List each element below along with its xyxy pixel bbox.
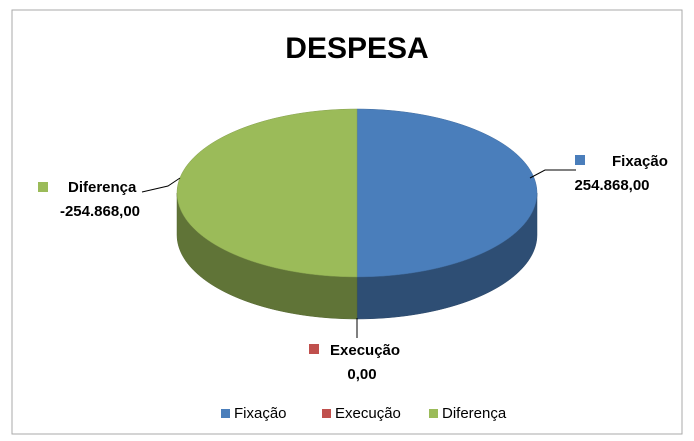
leader-line [141,177,181,193]
data-label-name: Execução [330,342,400,359]
label-marker [309,344,319,354]
label-marker [575,155,585,165]
data-label-value: 254.868,00 [574,177,649,194]
chart-title: DESPESA [285,32,428,65]
legend-label: Execução [335,405,401,422]
data-label-value: -254.868,00 [60,203,140,220]
data-label-name: Fixação [612,153,668,170]
data-label-value: 0,00 [347,366,376,383]
label-marker [38,182,48,192]
legend-marker [221,409,230,418]
leader-line [529,169,576,179]
data-label-name: Diferença [68,179,137,196]
legend-label: Diferença [442,405,507,422]
legend-label: Fixação [234,405,287,422]
slice-top [356,108,538,278]
legend-marker [429,409,438,418]
slice-top [176,108,358,278]
legend-marker [322,409,331,418]
